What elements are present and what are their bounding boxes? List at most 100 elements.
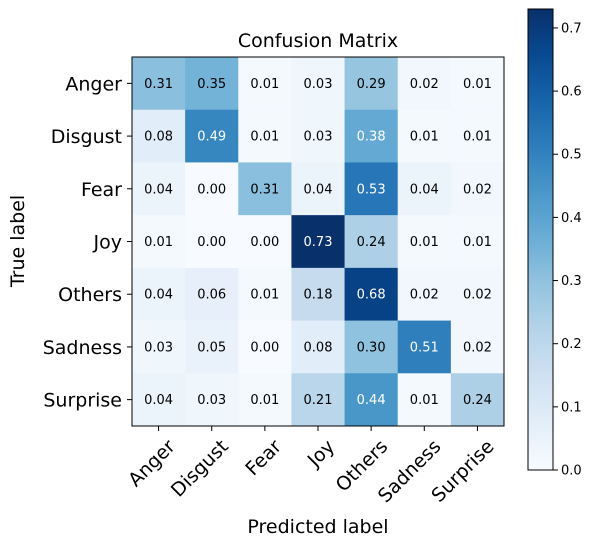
cell-value-label: 0.08 (144, 130, 173, 145)
cell-value-label: 0.49 (197, 130, 226, 145)
x-tick-label: Fear (241, 435, 286, 480)
heatmap-cell (185, 215, 239, 269)
cell-value-label: 0.03 (304, 77, 333, 92)
chart-title: Confusion Matrix (238, 30, 398, 52)
y-tick-label: Disgust (51, 126, 122, 148)
heatmap-cell (450, 57, 505, 111)
heatmap-cell (185, 57, 239, 111)
y-tick-label: Anger (65, 73, 122, 95)
cell-value-label: 0.73 (304, 235, 333, 250)
cell-value-label: 0.35 (197, 77, 226, 92)
colorbar-tick-label: 0.4 (561, 211, 582, 226)
heatmap-cell (397, 215, 452, 269)
heatmap-cell (132, 162, 186, 216)
heatmap-cell (450, 162, 505, 216)
colorbar-tick-label: 0.7 (561, 21, 582, 36)
cell-value-label: 0.31 (144, 77, 173, 92)
heatmap-cell (132, 373, 186, 427)
heatmap-cell (185, 267, 239, 322)
cell-value-label: 0.08 (304, 340, 333, 355)
heatmap-cell (291, 373, 346, 427)
heatmap-cell (450, 320, 505, 374)
y-tick-label: Surprise (43, 390, 122, 412)
heatmap-cell (344, 373, 399, 427)
colorbar-tick-label: 0.3 (561, 274, 582, 289)
cell-value-label: 0.44 (357, 393, 386, 408)
colorbar-tick-label: 0.1 (561, 400, 582, 415)
cell-value-label: 0.24 (357, 235, 386, 250)
cell-value-label: 0.18 (304, 288, 333, 303)
colorbar-tick-label: 0.2 (561, 337, 582, 352)
heatmap-cell (397, 373, 452, 427)
colorbar-tick-label: 0.0 (561, 464, 582, 479)
heatmap-cell (344, 162, 399, 216)
heatmap-cell (291, 162, 346, 216)
heatmap-cell (450, 267, 505, 322)
cell-value-label: 0.03 (144, 340, 173, 355)
heatmap-cell (397, 162, 452, 216)
y-axis-label: True label (7, 195, 29, 288)
heatmap-cell (132, 215, 186, 269)
heatmap-cells (132, 57, 505, 427)
cell-value-label: 0.00 (197, 235, 226, 250)
heatmap-cell (238, 373, 292, 427)
heatmap-cell (238, 109, 292, 163)
cell-value-label: 0.51 (410, 340, 439, 355)
colorbar (527, 8, 554, 471)
cell-value-label: 0.02 (463, 288, 492, 303)
x-tick-label: Disgust (167, 436, 233, 502)
heatmap-cell (132, 57, 186, 111)
y-axis-ticks: Anger Disgust Fear Joy Others Sadness Surprise (43, 73, 132, 412)
cell-value-label: 0.03 (304, 130, 333, 145)
cell-value-label: 0.02 (463, 182, 492, 197)
heatmap-cell (291, 109, 346, 163)
cell-value-label: 0.02 (463, 340, 492, 355)
colorbar-tick-label: 0.5 (561, 148, 582, 163)
cell-value-label: 0.02 (410, 77, 439, 92)
colorbar-ticks: 0.0 0.1 0.2 0.3 0.4 0.5 0.6 0.7 (553, 21, 582, 479)
cell-value-label: 0.01 (250, 288, 279, 303)
y-tick-label: Sadness (43, 337, 122, 359)
cell-value-label: 0.53 (357, 182, 386, 197)
heatmap-cell (185, 320, 239, 374)
cell-value-label: 0.01 (463, 235, 492, 250)
cell-value-label: 0.01 (410, 130, 439, 145)
heatmap-cell (291, 320, 346, 374)
heatmap-cell (291, 267, 346, 322)
heatmap-cell (185, 162, 239, 216)
heatmap-cell (185, 373, 239, 427)
heatmap-cell (397, 320, 452, 374)
cell-value-label: 0.31 (250, 182, 279, 197)
heatmap-cell (397, 109, 452, 163)
cell-value-label: 0.00 (197, 182, 226, 197)
cell-value-label: 0.06 (197, 288, 226, 303)
cell-value-label: 0.01 (463, 130, 492, 145)
cell-value-label: 0.38 (357, 130, 386, 145)
heatmap-cell (397, 57, 452, 111)
cell-value-label: 0.01 (250, 393, 279, 408)
heatmap-cell (185, 109, 239, 163)
heatmap-cell (344, 57, 399, 111)
heatmap-cell (132, 320, 186, 374)
heatmap-cell (132, 267, 186, 322)
cell-value-label: 0.01 (410, 393, 439, 408)
x-tick-label: Joy (303, 436, 339, 472)
heatmap-cell (238, 215, 292, 269)
cell-value-label: 0.05 (197, 340, 226, 355)
cell-value-label: 0.00 (250, 235, 279, 250)
cell-value-label: 0.04 (144, 393, 173, 408)
cell-value-label: 0.01 (250, 130, 279, 145)
heatmap-cell (397, 267, 452, 322)
cell-value-label: 0.04 (144, 288, 173, 303)
heatmap-cell (291, 215, 346, 269)
heatmap-cell (344, 267, 399, 322)
heatmap-cell (238, 267, 292, 322)
cell-value-label: 0.24 (463, 393, 492, 408)
cell-value-label: 0.01 (410, 235, 439, 250)
heatmap-cell (344, 215, 399, 269)
heatmap-cell (450, 215, 505, 269)
y-tick-label: Joy (93, 232, 122, 254)
heatmap-cell (291, 57, 346, 111)
heatmap-cell (238, 162, 292, 216)
